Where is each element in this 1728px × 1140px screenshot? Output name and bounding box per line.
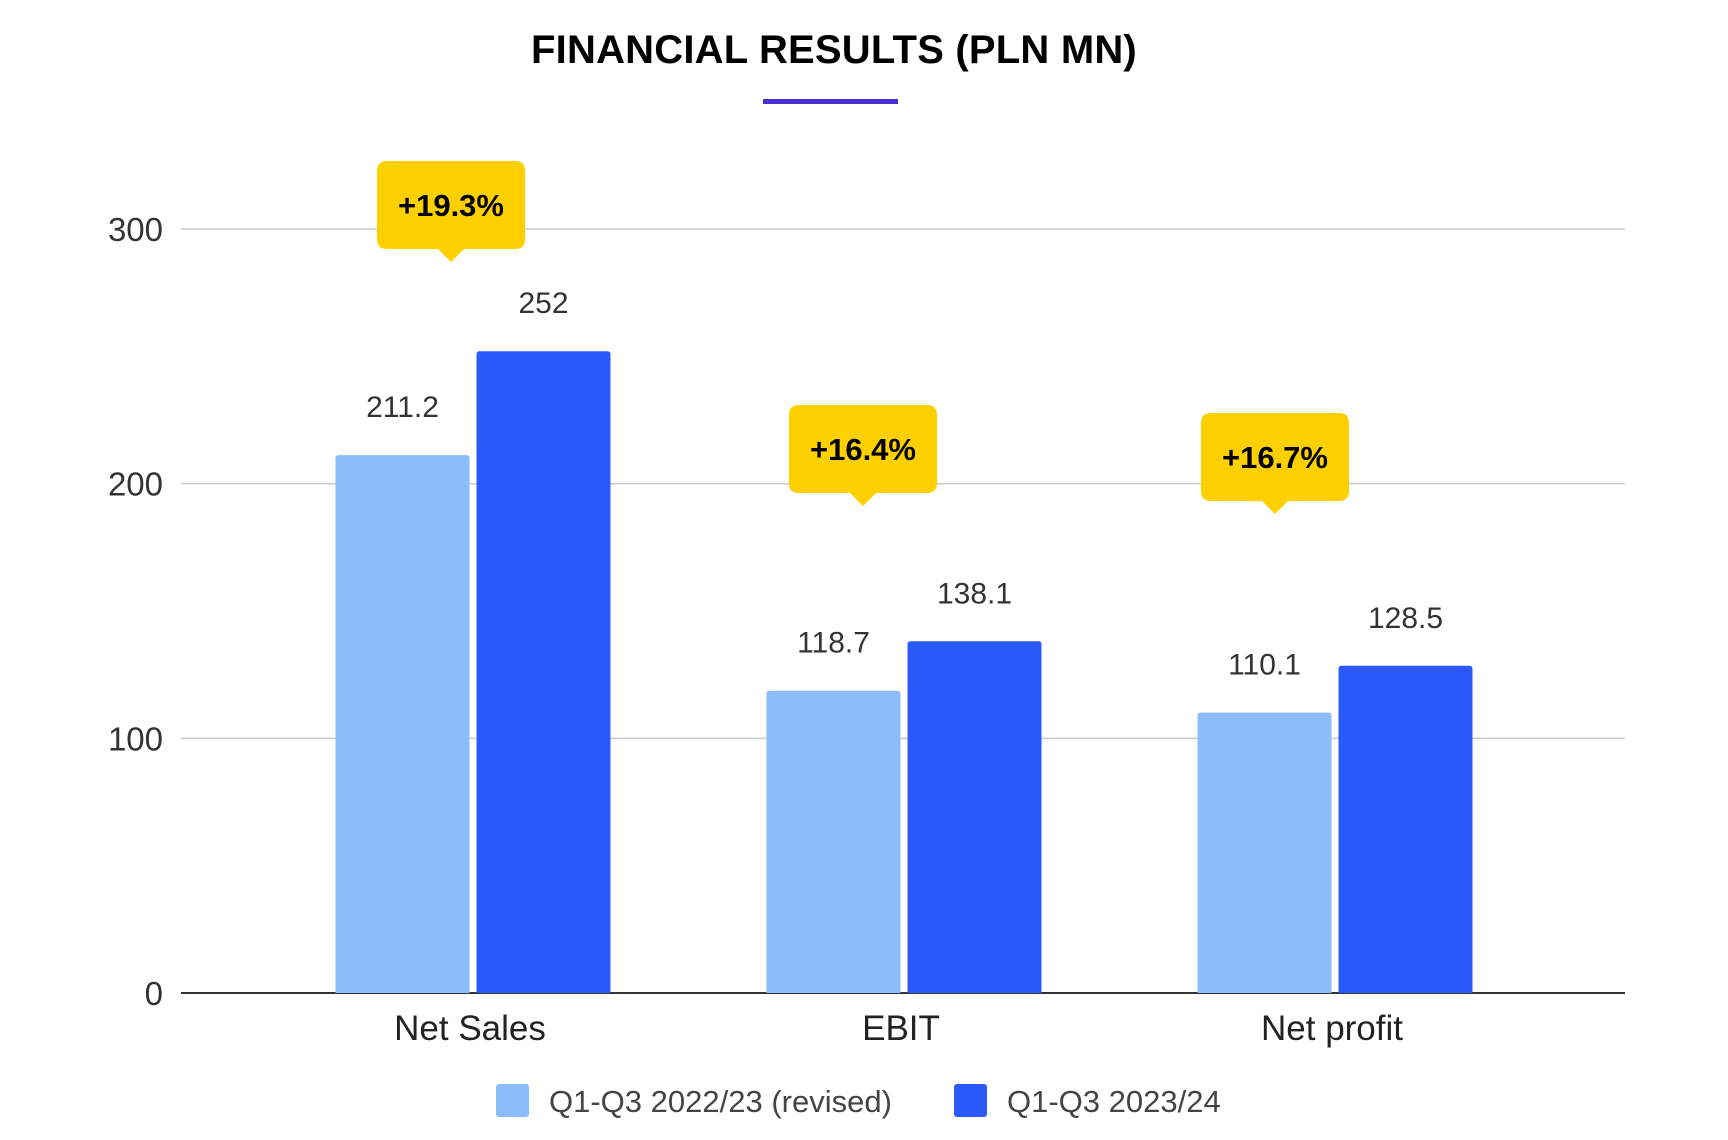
legend-swatch bbox=[954, 1084, 987, 1117]
y-tick-label: 300 bbox=[108, 211, 163, 248]
bar bbox=[1197, 712, 1332, 993]
bar bbox=[766, 690, 901, 993]
legend-label: Q1-Q3 2022/23 (revised) bbox=[549, 1084, 892, 1119]
x-tick-label: Net profit bbox=[1261, 1009, 1403, 1048]
growth-callout bbox=[377, 161, 525, 262]
bar bbox=[907, 641, 1042, 993]
growth-callout bbox=[1201, 413, 1349, 514]
growth-callout bbox=[789, 405, 937, 506]
data-label: 211.2 bbox=[366, 391, 439, 424]
bar bbox=[1338, 665, 1473, 993]
data-label: 138.1 bbox=[937, 577, 1012, 610]
data-label: 252 bbox=[518, 287, 568, 320]
bar bbox=[335, 455, 470, 993]
legend-swatch bbox=[496, 1084, 529, 1117]
x-tick-label: Net Sales bbox=[394, 1009, 546, 1048]
chart-title: FINANCIAL RESULTS (PLN MN) bbox=[531, 28, 1137, 72]
title-underline bbox=[763, 99, 898, 104]
growth-callout-label: +19.3% bbox=[398, 188, 504, 223]
y-tick-label: 100 bbox=[108, 720, 163, 757]
data-label: 118.7 bbox=[797, 627, 870, 660]
growth-callout-label: +16.4% bbox=[810, 432, 916, 467]
x-tick-label: EBIT bbox=[862, 1009, 940, 1048]
y-tick-label: 200 bbox=[108, 466, 163, 503]
growth-callout-label: +16.7% bbox=[1222, 440, 1328, 475]
bar bbox=[476, 351, 611, 993]
y-tick-label: 0 bbox=[145, 975, 163, 1012]
legend-label: Q1-Q3 2023/24 bbox=[1007, 1084, 1221, 1119]
data-label: 128.5 bbox=[1368, 602, 1443, 635]
data-label: 110.1 bbox=[1228, 649, 1301, 682]
